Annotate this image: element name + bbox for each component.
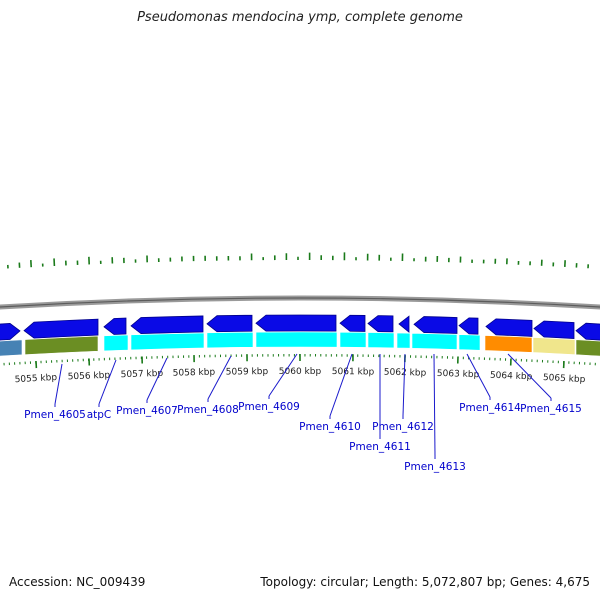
scale-label: 5058 kbp	[173, 368, 216, 379]
forward-gene-arrow	[533, 320, 575, 339]
gene-leader-line	[466, 353, 491, 398]
forward-gene-arrow	[0, 323, 21, 341]
scale-label: 5062 kbp	[384, 368, 427, 379]
gene-leader-line	[433, 353, 436, 457]
gene-leader-line	[268, 353, 298, 397]
gene-label: Pmen_4608	[177, 404, 239, 416]
gene-leader-line	[98, 359, 117, 405]
reverse-feature-block	[339, 331, 367, 348]
genome-backbone	[0, 295, 600, 310]
gene-leader-line	[146, 357, 168, 401]
gene-leader-line	[207, 355, 232, 400]
gene-leader-line	[402, 353, 406, 417]
forward-gene-arrow	[255, 314, 337, 332]
reverse-feature-block	[575, 339, 600, 357]
forward-strand-genes	[0, 314, 600, 341]
gc-skew-track	[6, 252, 590, 269]
gene-label: Pmen_4613	[404, 461, 466, 473]
reverse-strand-features	[0, 331, 600, 357]
scale-label: 5056 kbp	[68, 371, 111, 383]
forward-gene-arrow	[130, 315, 204, 334]
reverse-feature-block	[458, 334, 481, 351]
backbone-arc	[0, 295, 600, 310]
scale-label: 5063 kbp	[437, 369, 480, 380]
gene-label: Pmen_4615	[520, 403, 582, 415]
gene-label: Pmen_4611	[349, 441, 411, 453]
scale-label: 5065 kbp	[543, 373, 586, 385]
reverse-feature-block	[130, 332, 205, 351]
reverse-feature-block	[532, 337, 576, 355]
scale-labels: 5055 kbp 5056 kbp 5057 kbp 5058 kbp 5059 kbp…	[14, 367, 585, 385]
forward-gene-arrow	[339, 314, 366, 332]
gene-leader-line	[329, 353, 353, 417]
scale-label: 5057 kbp	[121, 369, 164, 380]
scale-label: 5061 kbp	[332, 367, 375, 377]
forward-gene-arrow	[575, 322, 600, 341]
reverse-feature-block	[206, 331, 254, 349]
scale-ticks	[3, 353, 596, 369]
gene-label: Pmen_4607	[116, 405, 178, 417]
gene-label: Pmen_4609	[238, 401, 300, 413]
scale-label: 5059 kbp	[226, 367, 269, 377]
reverse-feature-block	[411, 332, 458, 350]
forward-gene-arrow	[23, 318, 99, 339]
reverse-feature-block	[255, 331, 338, 348]
reverse-feature-block	[24, 335, 99, 355]
gene-label: Pmen_4610	[299, 421, 361, 433]
scale-label: 5055 kbp	[14, 373, 57, 385]
genome-title: Pseudomonas mendocina ymp, complete geno…	[137, 10, 463, 25]
reverse-feature-block	[367, 332, 395, 349]
forward-gene-arrow	[485, 318, 533, 337]
reverse-feature-block	[0, 339, 23, 357]
forward-gene-arrow	[413, 316, 458, 334]
scale-label: 5064 kbp	[490, 371, 533, 383]
reverse-feature-block	[103, 334, 129, 352]
gene-label: Pmen_4612	[372, 421, 434, 433]
scale-label: 5060 kbp	[279, 367, 322, 377]
forward-gene-arrow	[458, 317, 479, 335]
gene-label-leaders	[54, 353, 552, 459]
forward-gene-arrow	[398, 315, 410, 334]
gene-label: Pmen_4614	[459, 402, 521, 414]
genome-summary-text: Topology: circular; Length: 5,072,807 bp…	[260, 575, 590, 589]
gene-label: atpC	[87, 409, 112, 421]
reverse-feature-block	[484, 335, 533, 353]
reverse-feature-block	[396, 332, 411, 349]
gene-label: Pmen_4605	[24, 409, 86, 421]
forward-gene-arrow	[206, 314, 253, 333]
forward-gene-arrow	[103, 317, 127, 335]
accession-text: Accession: NC_009439	[9, 575, 146, 589]
gene-leader-line	[54, 363, 63, 405]
gene-leader-line	[507, 353, 552, 399]
backbone-arc-edge	[0, 297, 600, 308]
gene-labels: Pmen_4605 atpC Pmen_4607 Pmen_4608 Pmen_4609…	[24, 401, 582, 473]
forward-gene-arrow	[367, 315, 394, 333]
